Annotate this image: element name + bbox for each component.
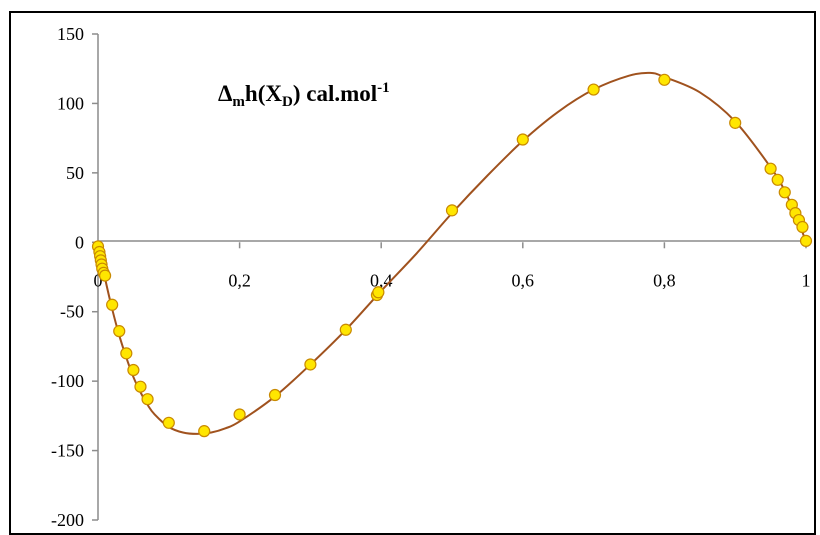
data-point — [127, 363, 140, 377]
data-point — [771, 173, 784, 186]
x-tick-label: 0 — [94, 270, 103, 290]
data-point — [778, 186, 791, 199]
data-point — [729, 116, 742, 129]
fit-curve — [97, 71, 807, 435]
data-point — [134, 380, 147, 393]
data-point — [113, 325, 126, 338]
y-tick-label: -200 — [51, 510, 84, 530]
data-point — [516, 133, 529, 146]
data-point — [233, 408, 246, 421]
data-point — [162, 416, 175, 429]
title-sub-m: m — [232, 94, 245, 110]
data-point — [339, 323, 352, 336]
data-point — [587, 83, 600, 96]
data-point — [106, 298, 119, 311]
data-point — [141, 393, 154, 406]
data-point — [198, 425, 211, 438]
title-h: h(X — [245, 81, 282, 106]
y-tick-label: 50 — [66, 163, 84, 183]
y-tick-label: -50 — [60, 302, 84, 322]
x-tick-label: 0,8 — [653, 270, 676, 290]
data-point — [799, 234, 813, 247]
x-tick-label: 1 — [802, 270, 811, 290]
y-tick-label: 0 — [75, 232, 84, 252]
chart-title: Δmh(XD) cal.mol-1 — [218, 80, 390, 110]
data-point — [304, 358, 317, 371]
x-tick-label: 0,2 — [228, 270, 251, 290]
data-point — [796, 220, 809, 234]
title-sub-d: D — [282, 94, 293, 110]
y-tick-label: 150 — [57, 24, 84, 44]
x-tick-label: 0,6 — [512, 270, 535, 290]
chart-frame — [9, 11, 816, 535]
data-point — [120, 347, 133, 360]
title-rest: ) cal.mol — [293, 81, 377, 106]
title-sup: -1 — [377, 80, 390, 96]
data-point — [98, 269, 112, 282]
data-point — [445, 204, 459, 217]
data-point — [658, 73, 671, 86]
y-tick-label: 100 — [57, 93, 84, 113]
y-tick-label: -100 — [51, 371, 84, 391]
data-point — [268, 388, 282, 402]
data-point — [764, 162, 777, 175]
y-tick-label: -150 — [51, 441, 84, 461]
data-point — [372, 286, 385, 299]
title-delta: Δ — [218, 81, 233, 106]
